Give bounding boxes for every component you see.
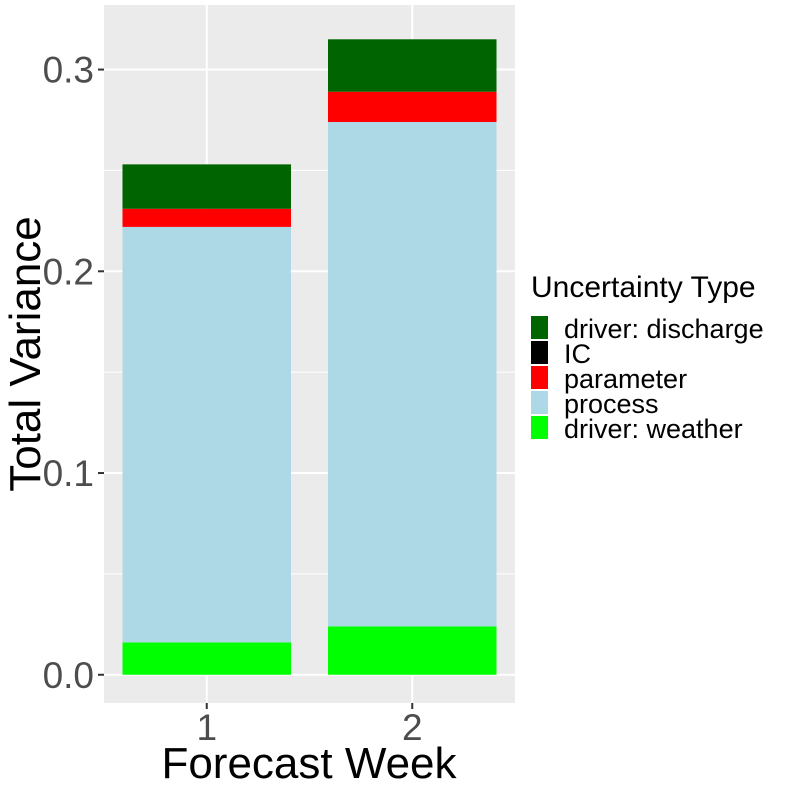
x-tick-label: 1 [196, 707, 217, 748]
bar-segment-parameter-week-2 [327, 91, 497, 123]
bar-segment-driver-weather-week-2 [327, 626, 497, 675]
legend-key [531, 366, 548, 389]
legend-key [531, 341, 548, 364]
x-tick-label: 2 [402, 707, 423, 748]
y-axis-title: Total Variance [1, 216, 50, 492]
legend-label: process [564, 389, 659, 419]
bar-segment-driver-weather-week-1 [122, 642, 292, 675]
bar-segment-process-week-2 [327, 122, 497, 627]
legend-label: driver: discharge [564, 314, 764, 344]
y-tick-label: 0.0 [43, 655, 94, 696]
legend: Uncertainty Type driver: dischargeICpara… [531, 271, 764, 444]
y-tick-label: 0.1 [43, 453, 94, 494]
legend-title: Uncertainty Type [531, 271, 756, 304]
legend-label: IC [564, 339, 591, 369]
legend-label: driver: weather [564, 414, 743, 444]
legend-label: parameter [564, 364, 687, 394]
bar-segment-parameter-week-1 [122, 208, 292, 227]
bars [122, 39, 497, 675]
legend-key [531, 316, 548, 339]
y-tick-label: 0.3 [43, 50, 94, 91]
bar-segment-process-week-1 [122, 226, 292, 643]
bar-segment-driver-discharge-week-1 [122, 164, 292, 209]
y-axis: 0.0 0.1 0.2 0.3 [43, 50, 104, 696]
legend-key [531, 416, 548, 439]
y-tick-label: 0.2 [43, 251, 94, 292]
x-axis-title: Forecast Week [161, 739, 457, 785]
legend-key [531, 391, 548, 414]
bar-segment-driver-discharge-week-2 [327, 39, 497, 92]
